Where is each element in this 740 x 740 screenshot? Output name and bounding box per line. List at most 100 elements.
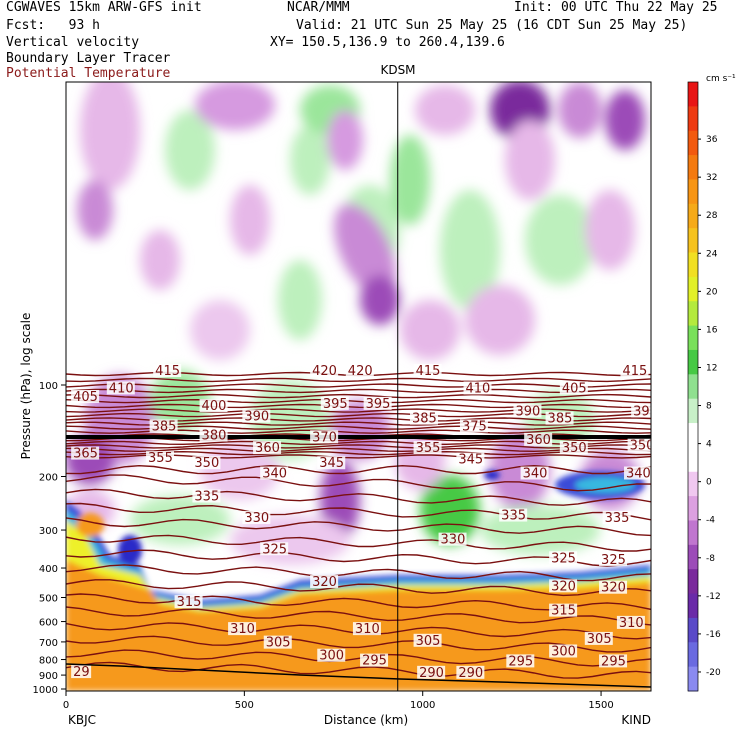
theta-label-bg [242, 510, 271, 524]
theta-contour [66, 488, 651, 506]
theta-label: 385 [548, 412, 573, 427]
theta-label-bg [146, 451, 175, 465]
theta-label-bg [549, 644, 578, 658]
x-tick-label: 500 [235, 700, 254, 711]
theta-label-bg [627, 438, 651, 452]
theta-label: 355 [148, 451, 173, 466]
theta-label: 405 [562, 381, 587, 396]
vv-cell [465, 285, 535, 355]
potential-temperature-labels: 415 420 420 415 415 410 410 405 405 400 395 395 390 3… [71, 363, 655, 681]
model-title: CGWAVES 15km ARW-GFS init [6, 0, 202, 15]
theta-label-bg [263, 635, 292, 649]
colorbar-swatch [688, 398, 698, 424]
vv-cell [327, 110, 363, 170]
theta-label: 385 [412, 412, 437, 427]
theta-label: 300 [551, 644, 576, 659]
colorbar-swatch [688, 617, 698, 643]
colorbar-swatch [688, 569, 698, 595]
colorbar-swatch [688, 374, 698, 400]
theta-contour [66, 403, 651, 409]
theta-label-bg [199, 428, 228, 442]
theta-label: 325 [551, 551, 576, 566]
theta-label-bg [174, 595, 203, 609]
y-tick-label: 800 [39, 656, 58, 667]
theta-label: 310 [619, 616, 644, 631]
colorbar-tick-label: 20 [706, 287, 718, 297]
plot-frame [65, 81, 652, 692]
theta-contour [66, 606, 651, 626]
theta-contour [66, 464, 651, 475]
theta-label: 325 [262, 542, 287, 557]
colorbar-swatch [688, 666, 698, 692]
theta-label-bg [456, 452, 485, 466]
vv-cell [505, 120, 555, 200]
theta-label-bg [417, 665, 446, 679]
colorbar-swatch [688, 544, 698, 570]
theta-label: 315 [551, 604, 576, 619]
theta-contour [66, 649, 651, 667]
theta-label-bg [549, 551, 578, 565]
plot-area: 415 420 420 415 415 410 410 405 405 400 395 395 390 3… [66, 82, 655, 691]
theta-label-bg [199, 399, 228, 413]
theta-label: 410 [109, 381, 134, 396]
theta-label: 360 [526, 433, 551, 448]
theta-contour [66, 388, 651, 394]
theta-label-bg [413, 441, 442, 455]
vv-cell [605, 90, 645, 150]
colorbar-swatch [688, 593, 698, 619]
y-tick-label: 900 [39, 671, 58, 682]
theta-label: 390 [244, 410, 269, 425]
y-tick-label: 500 [39, 593, 58, 604]
theta-label-bg [438, 532, 467, 546]
theta-label: 370 [312, 430, 337, 445]
colorbar-tick-label: 16 [706, 325, 718, 335]
colorbar-tick-label: 32 [706, 173, 717, 183]
theta-label: 400 [202, 399, 227, 414]
theta-label-bg [320, 396, 349, 410]
theta-label: 290 [419, 666, 444, 681]
station-marker-label: KDSM [380, 63, 415, 77]
theta-label: 320 [601, 581, 626, 596]
theta-label: 355 [416, 441, 441, 456]
theta-contour [66, 408, 651, 413]
theta-label: 415 [622, 364, 647, 379]
theta-label-bg [310, 575, 339, 589]
theta-label: 350 [562, 441, 587, 456]
field-boundary-layer-tracer: Boundary Layer Tracer [6, 51, 171, 66]
theta-label-bg [106, 381, 135, 395]
colorbar-swatch [688, 496, 698, 521]
theta-label-bg [242, 409, 271, 423]
y-tick-label: 300 [39, 526, 58, 537]
theta-contour [66, 447, 651, 453]
vv-cell [415, 85, 475, 135]
theta-label-bg [620, 363, 649, 377]
colorbar-swatch [688, 82, 698, 107]
theta-label: 330 [441, 533, 466, 548]
theta-label: 340 [262, 467, 287, 482]
left-endpoint-label: KBJC [68, 713, 96, 727]
vv-cell [320, 460, 360, 540]
vv-cell [230, 185, 270, 255]
theta-label: 310 [355, 622, 380, 637]
theta-label: 395 [323, 397, 348, 412]
theta-label: 305 [587, 632, 612, 647]
colorbar-swatch [688, 130, 698, 156]
vv-cell [190, 300, 250, 360]
colorbar-tick-label: -20 [706, 668, 721, 678]
theta-label-bg [499, 508, 528, 522]
vv-cell [334, 203, 396, 297]
org-label: NCAR/MMM [287, 0, 350, 15]
colorbar-tick-label: 12 [706, 363, 717, 373]
vv-cell [480, 505, 600, 555]
theta-label-bg [584, 631, 613, 645]
theta-contour [66, 661, 651, 679]
theta-label: 375 [462, 419, 487, 434]
theta-label: 300 [319, 649, 344, 664]
vv-cell [195, 82, 275, 130]
tracer-blob [76, 513, 104, 537]
vv-cell [290, 125, 330, 195]
theta-label: 350 [630, 439, 655, 454]
field-vertical-velocity: Vertical velocity [6, 35, 140, 50]
colorbar-swatch [688, 423, 698, 448]
theta-label: 395 [366, 397, 391, 412]
